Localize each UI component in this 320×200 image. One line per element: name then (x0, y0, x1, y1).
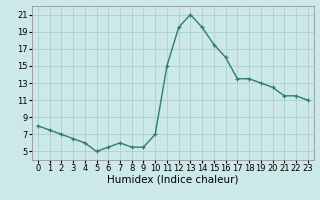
X-axis label: Humidex (Indice chaleur): Humidex (Indice chaleur) (107, 175, 238, 185)
